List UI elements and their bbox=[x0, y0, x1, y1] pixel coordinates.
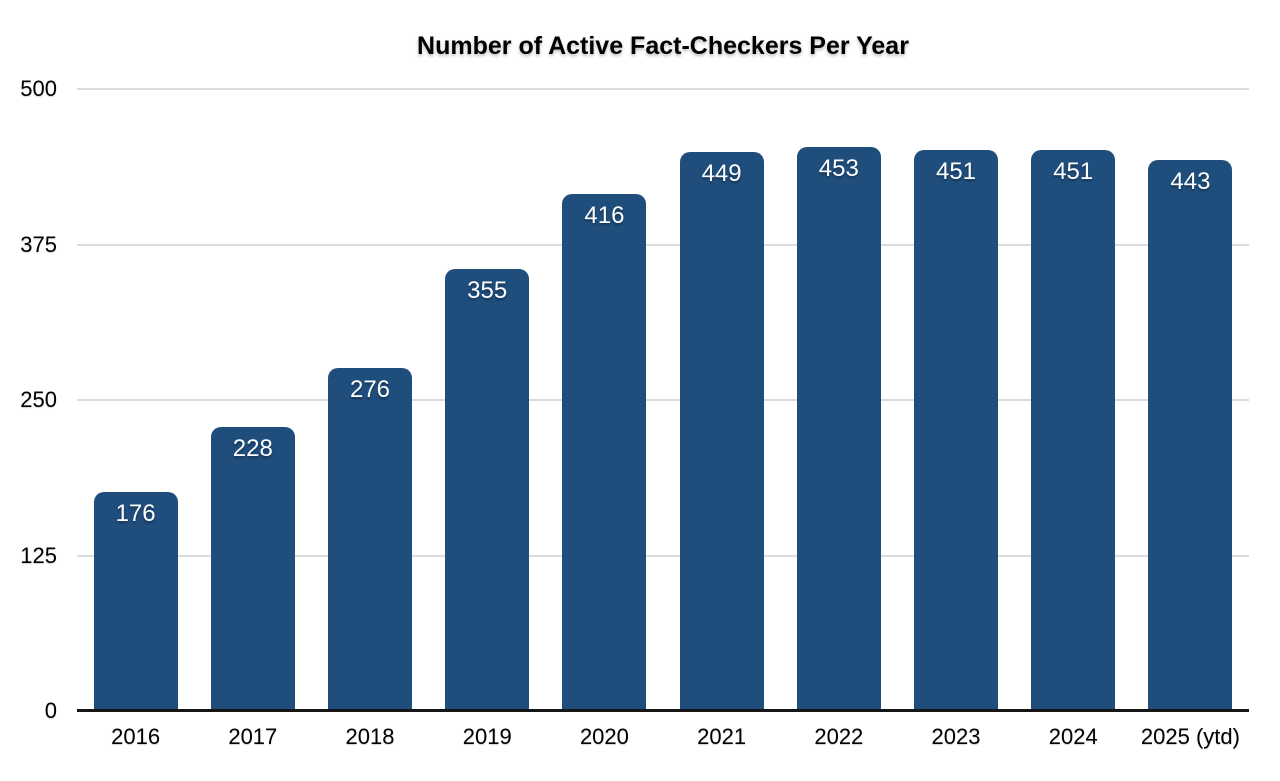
y-tick-label: 500 bbox=[20, 76, 57, 101]
x-tick-label: 2020 bbox=[579, 724, 629, 749]
bar: 451 bbox=[1031, 149, 1116, 711]
bar-value-label: 451 bbox=[935, 157, 977, 185]
y-tick-label: 375 bbox=[20, 231, 57, 257]
bar-slot: 276 bbox=[311, 89, 428, 711]
bar: 228 bbox=[210, 427, 295, 711]
bar-value-label: 443 bbox=[1170, 167, 1211, 195]
gridline bbox=[77, 88, 1249, 90]
bar: 453 bbox=[796, 147, 881, 711]
bar: 443 bbox=[1148, 159, 1233, 711]
bar: 355 bbox=[445, 269, 530, 711]
y-tick-label: 0 bbox=[44, 698, 57, 723]
bar-slot: 355 bbox=[429, 89, 546, 711]
x-tick-label: 2022 bbox=[814, 724, 864, 749]
bar-slot: 451 bbox=[1015, 89, 1132, 711]
plot-area: 0 125 250 375 500 176 228 276 355 416 449 453 451 45… bbox=[20, 76, 1249, 749]
x-axis: 2016 2017 2018 2019 2020 2021 2022 2023 2024 2025… bbox=[77, 711, 1249, 750]
gridline bbox=[77, 243, 1249, 246]
bar-value-label: 355 bbox=[467, 277, 508, 305]
bar-slot: 449 bbox=[663, 89, 780, 711]
bar: 416 bbox=[562, 193, 647, 711]
bar: 449 bbox=[679, 152, 764, 711]
bar-value-label: 176 bbox=[115, 500, 156, 528]
x-tick-label: 2023 bbox=[931, 724, 981, 749]
gridline bbox=[77, 399, 1249, 401]
x-tick-label: 2016 bbox=[111, 724, 161, 749]
bar-value-label: 276 bbox=[349, 375, 391, 403]
x-tick-label: 2019 bbox=[462, 724, 512, 749]
bar-value-label: 451 bbox=[1053, 157, 1094, 185]
bar: 176 bbox=[93, 492, 178, 711]
bar-value-label: 449 bbox=[701, 160, 742, 188]
x-tick-label: 2018 bbox=[345, 724, 395, 749]
bar-slot: 453 bbox=[780, 89, 897, 711]
x-tick-label: 2025 (ytd) bbox=[1140, 724, 1240, 749]
x-tick-label: 2024 bbox=[1048, 724, 1098, 749]
bar-value-label: 416 bbox=[584, 201, 625, 229]
y-tick-label: 250 bbox=[20, 387, 57, 412]
bar: 276 bbox=[328, 367, 412, 711]
x-tick-label: 2021 bbox=[697, 724, 747, 749]
bar: 451 bbox=[914, 149, 999, 711]
chart-title: Number of Active Fact-Checkers Per Year bbox=[417, 32, 909, 60]
bar-slot: 416 bbox=[546, 89, 663, 711]
gridline bbox=[77, 554, 1249, 557]
x-axis-line bbox=[77, 709, 1249, 712]
bar-slot: 228 bbox=[194, 89, 311, 711]
y-tick-label: 125 bbox=[20, 542, 57, 568]
bar-value-label: 228 bbox=[232, 435, 273, 463]
bar-slot: 176 bbox=[77, 89, 194, 711]
bar-value-label: 453 bbox=[818, 155, 859, 183]
x-tick-label: 2017 bbox=[228, 724, 278, 749]
bar-slot: 443 bbox=[1132, 89, 1249, 711]
bar-slot: 451 bbox=[897, 89, 1014, 711]
bar-series: 176 228 276 355 416 449 453 451 451 443 bbox=[77, 89, 1249, 711]
